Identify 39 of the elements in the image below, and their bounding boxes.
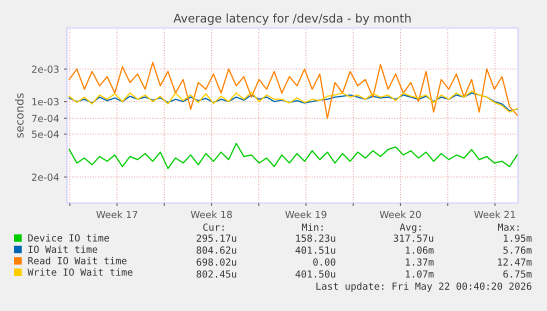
text: 1.06m	[406, 246, 434, 254]
text: 317.57u	[394, 234, 434, 242]
legend-label: IO Wait time	[28, 245, 98, 253]
legend-label: Write IO Wait time	[28, 268, 132, 276]
text: 802.45u	[196, 270, 236, 278]
y-axis-title: seconds	[15, 93, 24, 138]
text: 0.00	[313, 258, 336, 266]
legend-label: Read IO Wait time	[28, 256, 127, 264]
text: 158.23u	[296, 234, 336, 242]
y-tick-label: 2e-03	[32, 66, 59, 73]
y-tick-label: 1e-03	[32, 98, 59, 106]
text: 5.76m	[503, 246, 532, 254]
text: 1.07m	[406, 270, 434, 278]
text: Cur:	[203, 223, 224, 231]
text: 1.95m	[504, 234, 532, 242]
y-tick-label: 2e-04	[32, 174, 59, 181]
text: 401.50u	[296, 270, 336, 278]
text: Last update: Fri May 22 00:40:20 2026	[316, 282, 532, 292]
text: 1.37m	[406, 258, 434, 266]
text: 804.62u	[196, 246, 236, 254]
text: 12.47m	[498, 258, 532, 266]
x-tick-label: Week 20	[380, 210, 421, 218]
x-tick-label: Week 17	[96, 210, 138, 218]
y-tick-label: 7e-04	[32, 114, 59, 122]
line-series	[68, 142, 518, 170]
text: 295.17u	[196, 234, 236, 242]
line-series	[68, 62, 518, 119]
text: Min:	[302, 223, 323, 231]
text: 6.75m	[503, 270, 532, 278]
text: 698.02u	[196, 258, 236, 266]
x-tick-label: Week 21	[474, 210, 516, 218]
y-tick-label: 5e-04	[32, 130, 59, 138]
text: Avg:	[400, 224, 421, 233]
text: 401.51u	[296, 246, 336, 254]
text: Max:	[498, 224, 519, 231]
x-tick-label: Week 19	[285, 210, 326, 218]
legend-label: Device IO time	[28, 234, 109, 242]
chart-title: Average latency for /dev/sda - by month	[173, 13, 411, 25]
x-tick-label: Week 18	[190, 210, 232, 218]
